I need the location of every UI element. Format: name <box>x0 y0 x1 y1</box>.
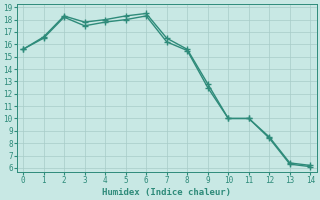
X-axis label: Humidex (Indice chaleur): Humidex (Indice chaleur) <box>102 188 231 197</box>
